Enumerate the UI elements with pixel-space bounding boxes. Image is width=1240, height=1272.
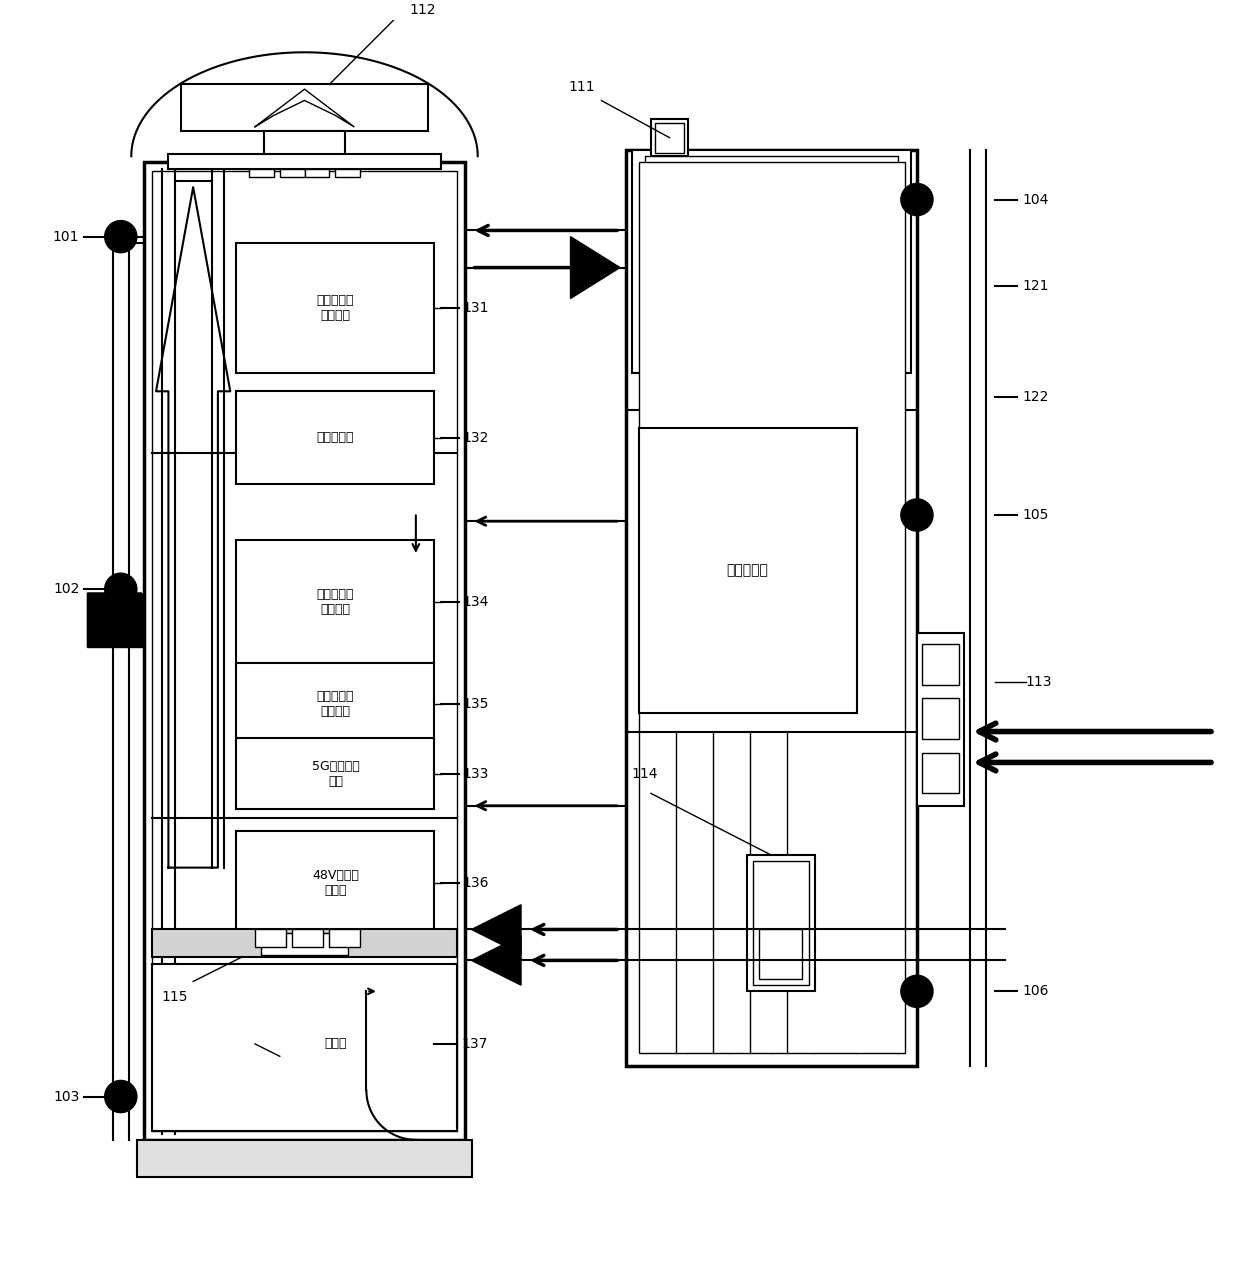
Bar [651, 120, 688, 156]
Polygon shape [570, 237, 620, 299]
Text: 48V开关电
源设备: 48V开关电 源设备 [312, 869, 358, 897]
Circle shape [900, 499, 932, 532]
Bar [921, 698, 959, 739]
Bar [916, 632, 963, 805]
Bar [655, 123, 684, 153]
Text: 122: 122 [1022, 391, 1049, 404]
Text: 132: 132 [463, 431, 490, 445]
Text: 111: 111 [569, 80, 595, 94]
Polygon shape [87, 593, 141, 647]
Bar [153, 929, 456, 957]
Circle shape [900, 976, 932, 1007]
Bar [249, 169, 274, 177]
Bar [237, 539, 434, 664]
Text: 空调压缩机: 空调压缩机 [727, 563, 769, 577]
Bar [153, 170, 456, 1131]
Bar [639, 163, 904, 1053]
Text: 133: 133 [463, 767, 490, 781]
Text: 135: 135 [463, 697, 490, 711]
Circle shape [104, 1080, 136, 1113]
Bar [759, 930, 802, 979]
Text: 137: 137 [461, 1037, 489, 1051]
Text: 136: 136 [463, 876, 490, 890]
Bar [645, 156, 898, 366]
Polygon shape [471, 904, 521, 954]
Text: 113: 113 [1025, 675, 1053, 689]
Text: 134: 134 [463, 594, 490, 608]
Text: 镜像服务器
存贮阵列: 镜像服务器 存贮阵列 [316, 294, 355, 322]
Bar [626, 150, 916, 1066]
Circle shape [900, 183, 932, 215]
Text: 数据中心核
心交换机: 数据中心核 心交换机 [316, 588, 355, 616]
Bar [639, 429, 857, 714]
Bar [138, 1140, 471, 1177]
Bar [237, 392, 434, 485]
Bar [746, 855, 815, 991]
Circle shape [104, 574, 136, 605]
Bar [264, 131, 345, 163]
Text: 机架访问和
环境监控: 机架访问和 环境监控 [316, 689, 355, 717]
Bar [330, 929, 360, 948]
Bar [280, 169, 305, 177]
Text: 103: 103 [53, 1090, 79, 1104]
Bar [921, 753, 959, 794]
Text: 114: 114 [631, 767, 658, 781]
Text: 105: 105 [1022, 508, 1049, 522]
Text: 光线路终端: 光线路终端 [316, 431, 355, 444]
Bar [237, 738, 434, 809]
Text: 131: 131 [463, 300, 490, 314]
Bar [237, 243, 434, 373]
Bar [181, 84, 428, 131]
Text: 121: 121 [1022, 279, 1049, 293]
Bar [237, 831, 434, 936]
Bar [237, 1004, 434, 1084]
Text: 102: 102 [53, 583, 79, 597]
Bar [753, 861, 808, 985]
Text: 5G基带处理
单元: 5G基带处理 单元 [311, 759, 360, 787]
Circle shape [104, 220, 136, 253]
Bar [293, 929, 324, 948]
Text: 115: 115 [161, 990, 187, 1004]
Bar [169, 154, 440, 169]
Text: 106: 106 [1022, 985, 1049, 999]
Bar [632, 150, 910, 373]
Bar [336, 169, 360, 177]
Text: 112: 112 [409, 4, 436, 18]
Bar [921, 644, 959, 684]
Polygon shape [87, 593, 141, 647]
Text: 104: 104 [1022, 192, 1049, 206]
Bar [305, 169, 330, 177]
Bar [153, 964, 456, 1131]
Polygon shape [471, 936, 521, 985]
Bar [262, 934, 347, 955]
Bar [237, 664, 434, 744]
Text: 蓄电池: 蓄电池 [324, 1038, 347, 1051]
Bar [144, 163, 465, 1140]
Bar [255, 929, 286, 948]
Text: 101: 101 [53, 230, 79, 244]
